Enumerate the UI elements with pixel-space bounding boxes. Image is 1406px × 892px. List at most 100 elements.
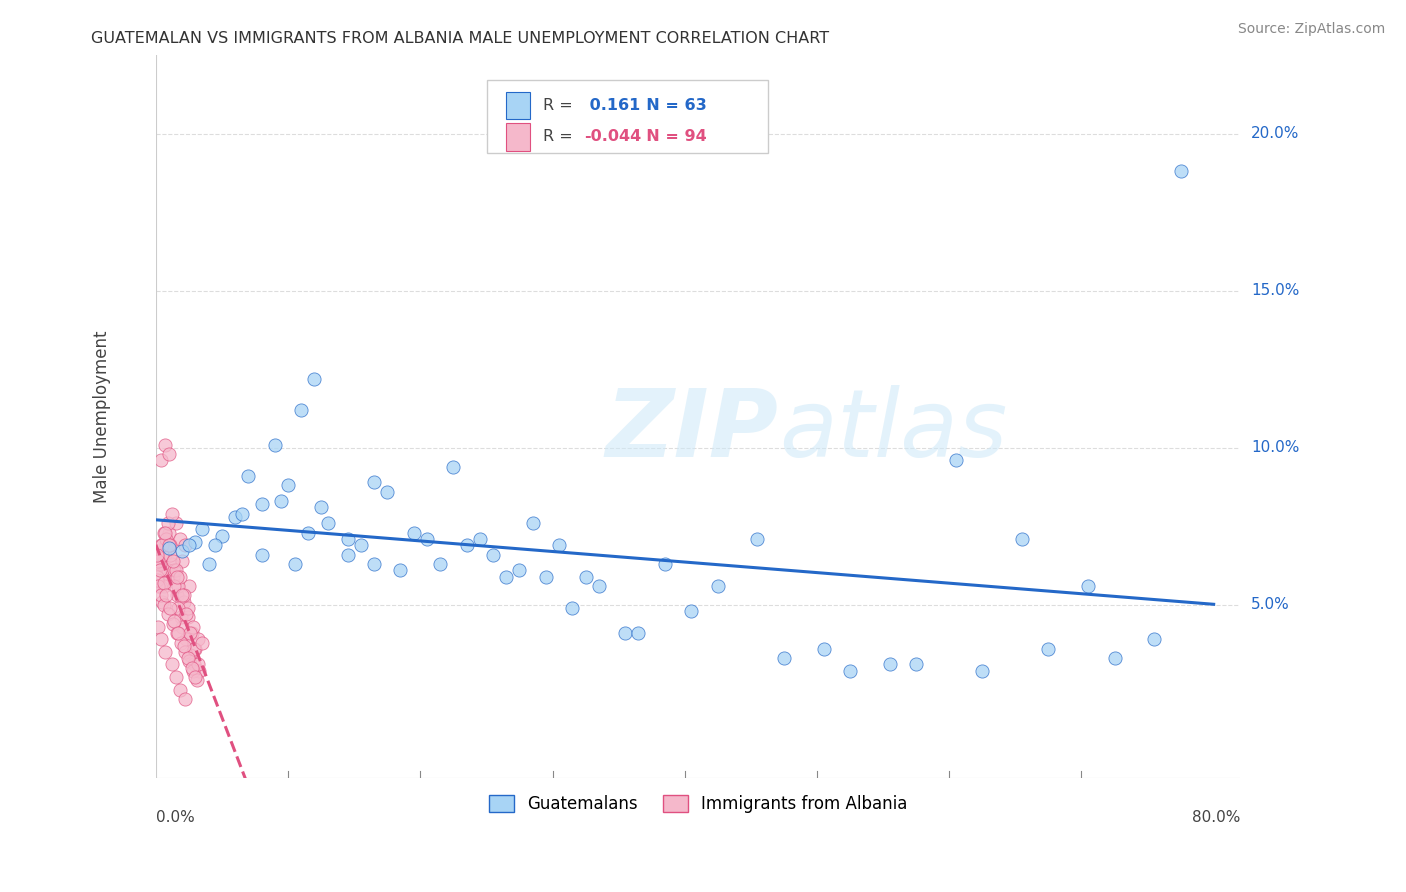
Point <box>152 557 174 571</box>
Point <box>681 604 703 618</box>
Text: N = 94: N = 94 <box>636 129 707 145</box>
Point <box>416 532 439 546</box>
Point <box>155 563 177 577</box>
Point <box>148 579 170 593</box>
Point <box>162 554 184 568</box>
Point <box>165 670 187 684</box>
Point <box>363 557 385 571</box>
Point <box>1170 164 1192 178</box>
Point <box>148 554 170 568</box>
Point <box>363 475 385 490</box>
Point <box>160 557 183 571</box>
Point <box>153 645 176 659</box>
Text: 20.0%: 20.0% <box>1251 126 1299 141</box>
Point <box>468 532 491 546</box>
Point <box>191 523 214 537</box>
Point <box>429 557 451 571</box>
Point <box>148 554 170 568</box>
Point <box>166 569 188 583</box>
Point <box>945 453 967 467</box>
Point <box>157 569 180 583</box>
Point <box>169 532 191 546</box>
Point <box>297 525 319 540</box>
Point <box>149 563 172 577</box>
Point <box>304 372 326 386</box>
Point <box>184 641 207 656</box>
Point <box>250 548 273 562</box>
Point <box>972 664 994 678</box>
Point <box>177 538 200 552</box>
Text: Male Unemployment: Male Unemployment <box>93 330 111 502</box>
Point <box>174 538 197 552</box>
Point <box>839 664 862 678</box>
Point <box>456 538 478 552</box>
Point <box>187 632 209 647</box>
Point <box>614 626 637 640</box>
Point <box>169 682 191 697</box>
Point <box>181 620 204 634</box>
Point <box>152 598 174 612</box>
Point <box>156 607 179 622</box>
Point <box>176 651 198 665</box>
Point <box>1104 651 1126 665</box>
Point <box>155 532 177 546</box>
Point <box>167 626 190 640</box>
Point <box>173 595 195 609</box>
Point <box>181 664 204 678</box>
Point <box>238 469 260 483</box>
Point <box>146 569 169 583</box>
Legend: Guatemalans, Immigrants from Albania: Guatemalans, Immigrants from Albania <box>482 789 914 820</box>
Point <box>179 626 201 640</box>
Point <box>277 478 299 492</box>
Point <box>152 575 174 590</box>
Point <box>152 538 174 552</box>
Point <box>176 601 198 615</box>
Text: GUATEMALAN VS IMMIGRANTS FROM ALBANIA MALE UNEMPLOYMENT CORRELATION CHART: GUATEMALAN VS IMMIGRANTS FROM ALBANIA MA… <box>91 31 830 46</box>
Point <box>172 620 194 634</box>
Text: R =: R = <box>543 129 583 145</box>
Point <box>224 509 246 524</box>
Point <box>159 548 181 562</box>
Point <box>534 569 557 583</box>
Text: 10.0%: 10.0% <box>1251 441 1299 455</box>
Point <box>191 635 214 649</box>
Text: 15.0%: 15.0% <box>1251 284 1299 298</box>
Point <box>588 579 610 593</box>
Point <box>173 588 195 602</box>
Point <box>174 692 197 706</box>
Bar <box>506 123 530 151</box>
Point <box>153 525 176 540</box>
Point <box>172 554 194 568</box>
Point <box>174 645 197 659</box>
Point <box>1038 641 1060 656</box>
Point <box>211 529 233 543</box>
Point <box>389 563 412 577</box>
Point <box>160 657 183 672</box>
Point <box>152 595 174 609</box>
Text: 5.0%: 5.0% <box>1251 598 1289 612</box>
Point <box>522 516 544 530</box>
Point <box>183 641 205 656</box>
Point <box>157 541 180 556</box>
Point <box>187 657 209 672</box>
Point <box>153 548 176 562</box>
Point <box>574 569 596 583</box>
Text: R =: R = <box>543 98 583 113</box>
Point <box>163 579 186 593</box>
Point <box>707 579 730 593</box>
Point <box>150 453 173 467</box>
Point <box>149 579 172 593</box>
Point <box>150 588 173 602</box>
Point <box>441 459 464 474</box>
Point <box>284 557 307 571</box>
Point <box>177 579 200 593</box>
Point <box>156 516 179 530</box>
Point <box>375 484 398 499</box>
Point <box>152 548 174 562</box>
Point <box>204 538 226 552</box>
Point <box>263 437 285 451</box>
Point <box>163 563 186 577</box>
Point <box>1077 579 1099 593</box>
Point <box>172 544 194 558</box>
Point <box>150 538 173 552</box>
